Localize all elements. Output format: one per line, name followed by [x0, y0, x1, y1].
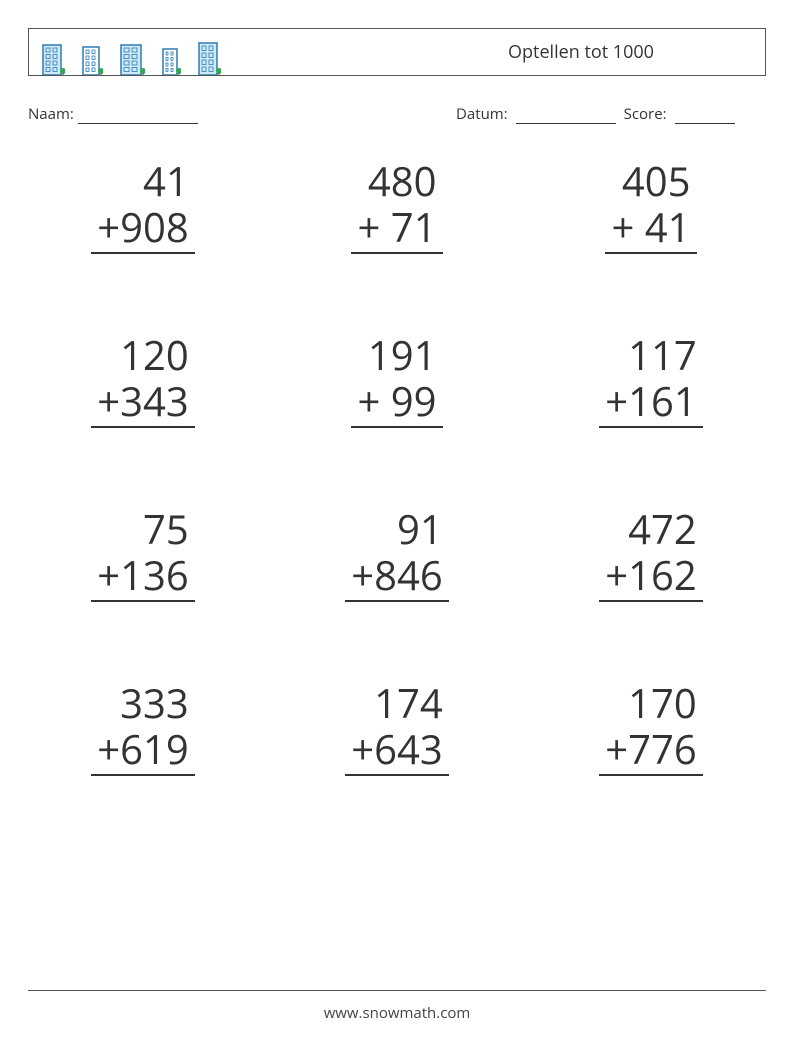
addition-problem: 191+ 99: [290, 332, 504, 428]
addition-problem: 405+ 41: [544, 158, 758, 254]
bottom-operand: +846: [345, 552, 448, 602]
bottom-operand: + 71: [351, 204, 442, 254]
bottom-operand: +776: [599, 726, 702, 776]
name-blank[interactable]: [78, 107, 198, 124]
top-operand: 117: [599, 332, 702, 378]
addition-problem: 170+776: [544, 680, 758, 776]
top-operand: 41: [91, 158, 194, 204]
score-label: Score:: [624, 104, 667, 124]
bottom-operand: +161: [599, 378, 702, 428]
header-title: Optellen tot 1000: [397, 29, 765, 75]
bottom-operand: + 99: [351, 378, 442, 428]
bottom-operand: +619: [91, 726, 194, 776]
problems-grid: 41+908 480+ 71 405+ 41 120+343 191+ 99 1…: [28, 158, 766, 776]
name-label: Naam:: [28, 104, 74, 124]
building-icon: [195, 35, 221, 75]
addition-problem: 91+846: [290, 506, 504, 602]
bottom-operand: + 41: [605, 204, 696, 254]
addition-problem: 472+162: [544, 506, 758, 602]
top-operand: 174: [345, 680, 448, 726]
building-icon: [79, 35, 103, 75]
bottom-operand: +643: [345, 726, 448, 776]
addition-problem: 174+643: [290, 680, 504, 776]
addition-problem: 117+161: [544, 332, 758, 428]
top-operand: 91: [345, 506, 448, 552]
info-row: Naam: Datum: Score:: [28, 104, 766, 124]
date-label: Datum:: [456, 104, 508, 124]
addition-problem: 120+343: [36, 332, 250, 428]
top-operand: 480: [351, 158, 442, 204]
footer-url: www.snowmath.com: [0, 1003, 794, 1023]
score-blank[interactable]: [675, 107, 735, 124]
top-operand: 170: [599, 680, 702, 726]
addition-problem: 480+ 71: [290, 158, 504, 254]
header-buildings: [29, 29, 397, 75]
bottom-operand: +908: [91, 204, 194, 254]
top-operand: 333: [91, 680, 194, 726]
top-operand: 120: [91, 332, 194, 378]
top-operand: 75: [91, 506, 194, 552]
addition-problem: 41+908: [36, 158, 250, 254]
addition-problem: 75+136: [36, 506, 250, 602]
top-operand: 191: [351, 332, 442, 378]
worksheet-header: Optellen tot 1000: [28, 28, 766, 76]
addition-problem: 333+619: [36, 680, 250, 776]
bottom-operand: +343: [91, 378, 194, 428]
bottom-operand: +162: [599, 552, 702, 602]
building-icon: [159, 35, 181, 75]
date-blank[interactable]: [516, 107, 616, 124]
top-operand: 405: [605, 158, 696, 204]
building-icon: [39, 35, 65, 75]
building-icon: [117, 35, 145, 75]
footer-rule: [28, 990, 766, 991]
top-operand: 472: [599, 506, 702, 552]
bottom-operand: +136: [91, 552, 194, 602]
